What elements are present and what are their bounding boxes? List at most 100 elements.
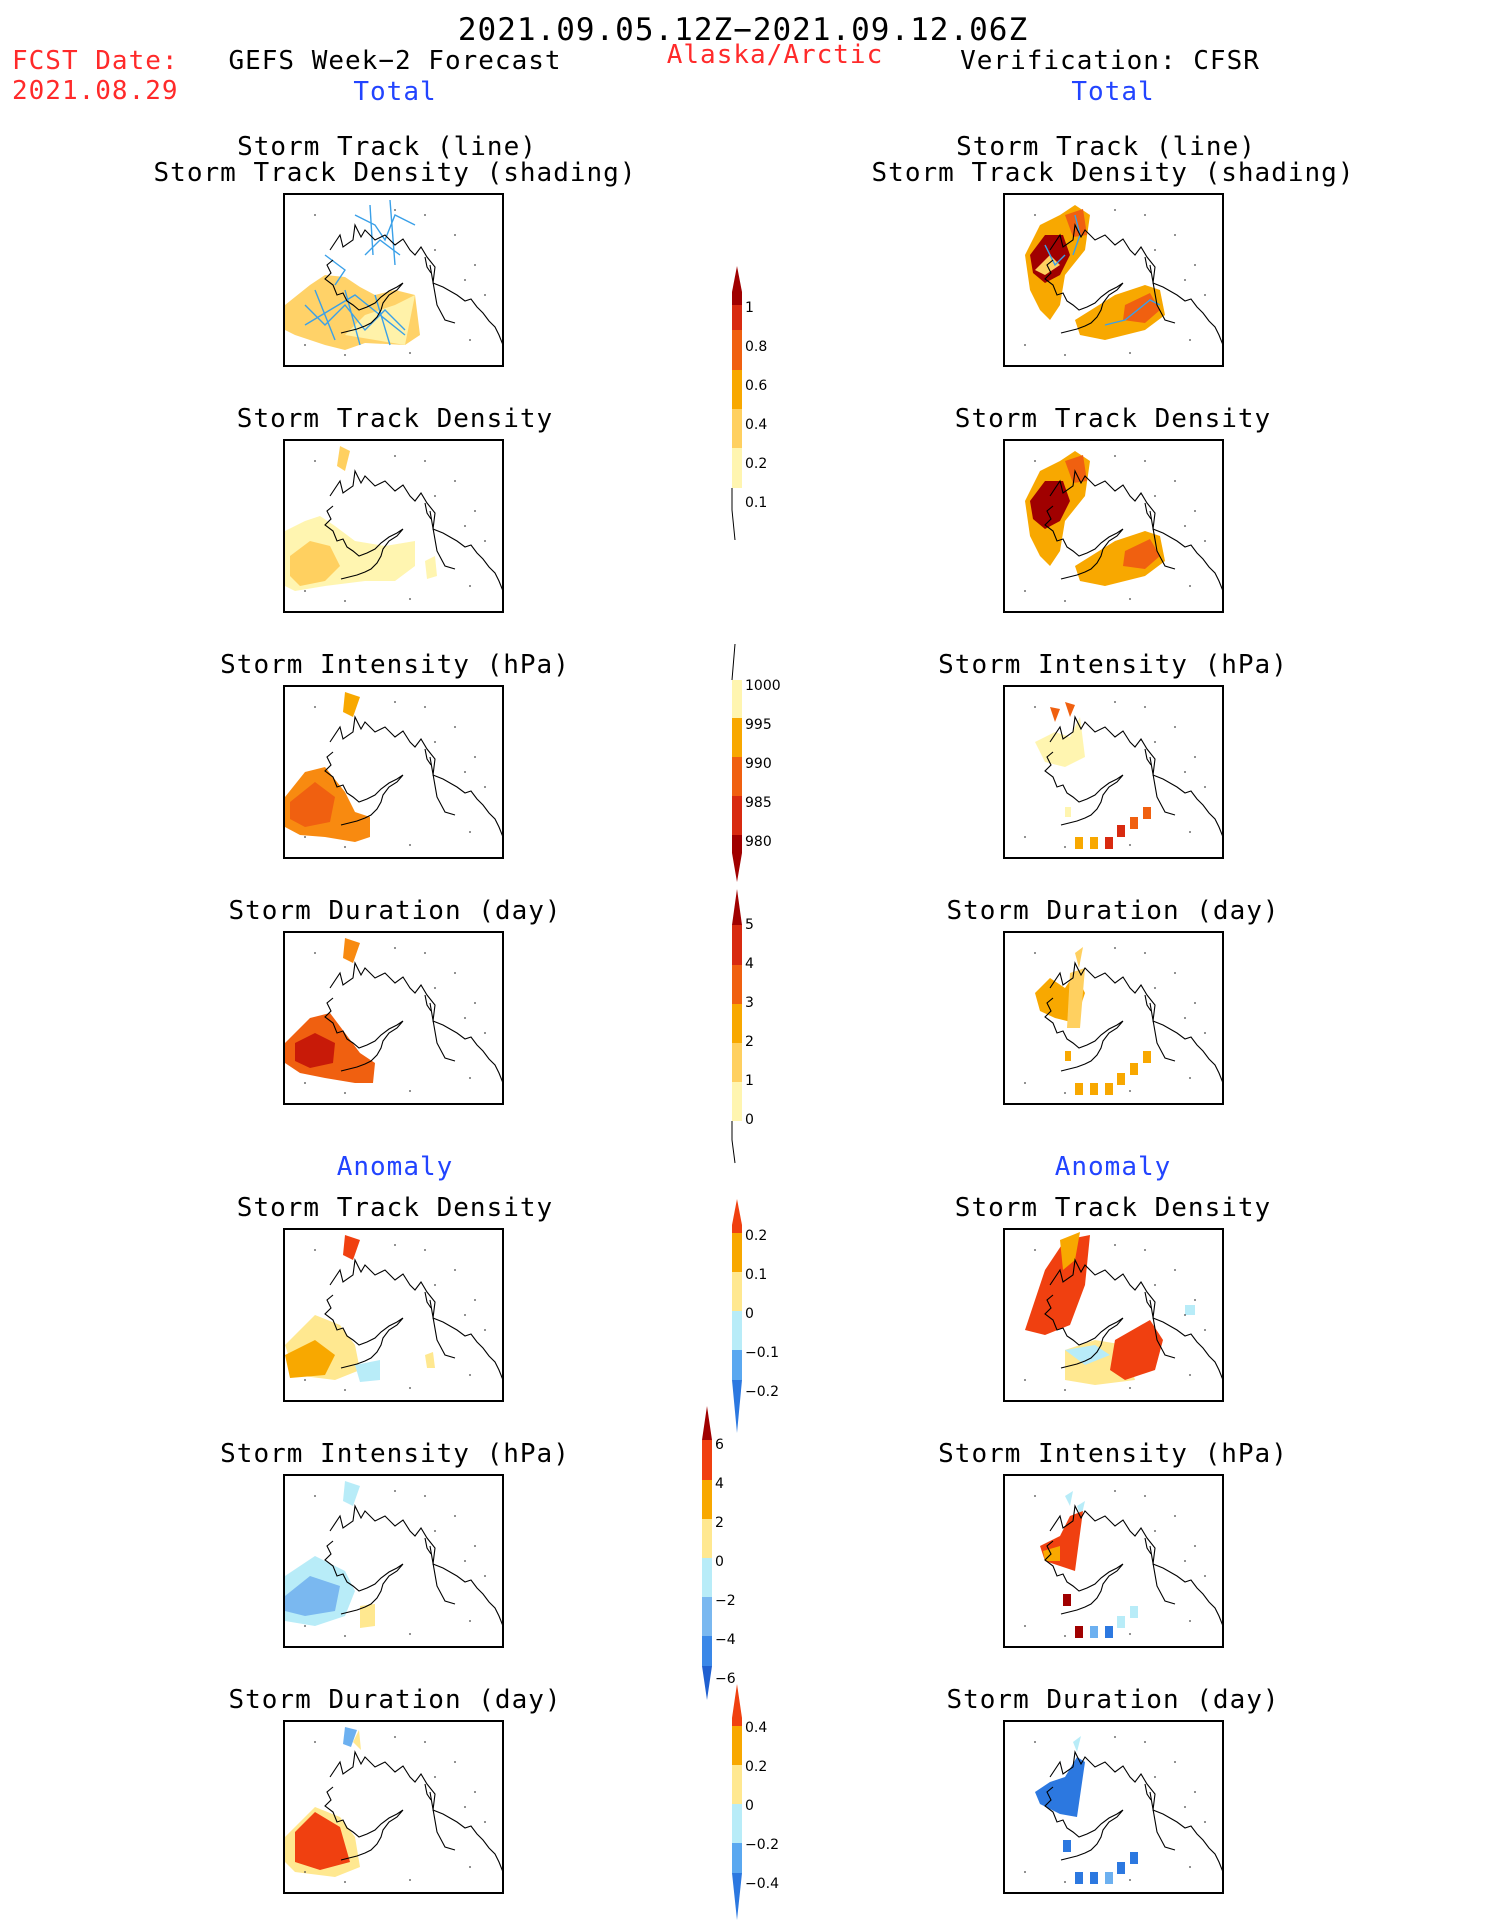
colorbar-swatch bbox=[732, 1843, 742, 1873]
shading bbox=[1035, 1736, 1138, 1884]
colorbar-arrow-top bbox=[702, 1406, 712, 1440]
colorbar-label: −0.2 bbox=[745, 1837, 779, 1853]
colorbar-intensity-anom: 6 4 2 0 −2 −4 −6 bbox=[702, 1406, 736, 1700]
left-anom-density-title: Storm Track Density bbox=[236, 1193, 554, 1223]
colorbar-arrow-bottom bbox=[732, 853, 742, 882]
coastline bbox=[1044, 1504, 1222, 1625]
shading bbox=[285, 692, 370, 842]
colorbar-duration-total: 5 4 3 2 1 0 bbox=[731, 889, 754, 1164]
right-anomaly-label: Anomaly bbox=[1054, 1152, 1172, 1182]
colorbar-swatch bbox=[732, 1804, 742, 1843]
colorbar-density-anom: 0.2 0.1 0 −0.1 −0.2 bbox=[732, 1199, 779, 1433]
colorbar-swatch bbox=[732, 925, 742, 965]
map-svg bbox=[285, 938, 502, 1094]
colorbar-label: −0.2 bbox=[745, 1384, 779, 1400]
shading bbox=[1040, 1491, 1138, 1638]
shading bbox=[1025, 1232, 1195, 1385]
colorbar-label: 0.1 bbox=[745, 495, 767, 511]
left-anom-duration-title: Storm Duration (day) bbox=[228, 1685, 562, 1715]
colorbar-label: −0.4 bbox=[745, 1876, 779, 1892]
colorbar-swatch bbox=[732, 796, 742, 835]
map-right-anom-intensity bbox=[1003, 1474, 1224, 1648]
colorbar-swatch bbox=[702, 1597, 712, 1636]
colorbar-swatch bbox=[732, 370, 742, 409]
colorbar-swatch bbox=[732, 1233, 742, 1272]
colorbar-arrow-bottom bbox=[702, 1666, 712, 1700]
colorbar-density-total: 1 0.8 0.6 0.4 0.2 0.1 bbox=[731, 266, 767, 541]
coastline bbox=[324, 715, 502, 836]
map-left-density bbox=[283, 439, 504, 613]
map-right-anom-duration bbox=[1003, 1720, 1224, 1894]
colorbar-label: 0.4 bbox=[745, 417, 767, 433]
colorbar-label: 2 bbox=[745, 1034, 754, 1050]
coastline bbox=[1044, 469, 1222, 590]
right-total-label: Total bbox=[1071, 77, 1155, 107]
colorbar-label: 1 bbox=[745, 1073, 754, 1089]
coastline bbox=[324, 1504, 502, 1625]
colorbar-arrow-top bbox=[732, 1199, 742, 1225]
colorbar-label: 0.1 bbox=[745, 1267, 767, 1283]
colorbar-label: 0.2 bbox=[745, 456, 767, 472]
graticule-dots bbox=[1024, 947, 1206, 1094]
colorbar-swatch bbox=[732, 1082, 742, 1121]
graticule-dots bbox=[304, 209, 486, 356]
map-right-track bbox=[1003, 193, 1224, 367]
colorbar-label: 1000 bbox=[745, 678, 781, 694]
shading bbox=[1025, 451, 1165, 586]
coastline bbox=[1044, 1750, 1222, 1871]
region-label: Alaska/Arctic bbox=[666, 40, 884, 70]
colorbar-label: −2 bbox=[715, 1593, 736, 1609]
colorbar-label: 995 bbox=[745, 717, 772, 733]
graticule-dots bbox=[304, 1736, 486, 1883]
coastline bbox=[324, 223, 502, 344]
colorbar-swatch bbox=[732, 1350, 742, 1380]
map-svg bbox=[1024, 451, 1222, 602]
shading bbox=[285, 1235, 435, 1382]
left-anom-intensity-title: Storm Intensity (hPa) bbox=[220, 1439, 570, 1469]
colorbar-swatch bbox=[732, 1311, 742, 1350]
left-track-line-title: Storm Track (line) bbox=[237, 132, 537, 162]
graticule-dots bbox=[1024, 701, 1206, 848]
colorbar-arrow-top bbox=[732, 889, 742, 925]
colorbar-swatch bbox=[732, 680, 742, 718]
right-duration-title: Storm Duration (day) bbox=[946, 896, 1280, 926]
colorbar-swatch bbox=[702, 1519, 712, 1558]
right-track-shading-title: Storm Track Density (shading) bbox=[871, 158, 1355, 188]
colorbar-intensity-total: 1000 995 990 985 980 bbox=[731, 643, 781, 882]
map-left-anom-density bbox=[283, 1228, 504, 1402]
map-svg bbox=[1024, 205, 1222, 356]
map-svg bbox=[1024, 1736, 1222, 1884]
colorbar-label: 0.2 bbox=[745, 1228, 767, 1244]
right-anom-duration-title: Storm Duration (day) bbox=[946, 1685, 1280, 1715]
shading bbox=[285, 446, 437, 591]
colorbar-label: 0.8 bbox=[745, 339, 767, 355]
colorbar-swatch bbox=[732, 835, 742, 853]
graticule-dots bbox=[1024, 1490, 1206, 1637]
colorbar-swatch bbox=[702, 1636, 712, 1666]
right-intensity-title: Storm Intensity (hPa) bbox=[938, 650, 1288, 680]
colorbar-swatch bbox=[732, 1043, 742, 1082]
shading bbox=[1035, 947, 1151, 1095]
shading bbox=[1035, 702, 1151, 849]
colorbar-swatch bbox=[732, 1718, 742, 1726]
left-total-label: Total bbox=[353, 77, 437, 107]
map-svg bbox=[285, 199, 502, 356]
map-svg bbox=[285, 1235, 502, 1391]
map-left-duration bbox=[283, 931, 504, 1105]
colorbar-swatch bbox=[702, 1440, 712, 1480]
coastline bbox=[1044, 223, 1222, 344]
graticule-dots bbox=[1024, 209, 1206, 356]
colorbar-bottom-line bbox=[731, 488, 736, 541]
left-density-title: Storm Track Density bbox=[236, 404, 554, 434]
map-svg bbox=[285, 692, 502, 848]
coastline bbox=[324, 1258, 502, 1379]
map-svg bbox=[285, 1481, 502, 1637]
colorbar-duration-anom: 0.4 0.2 0 −0.2 −0.4 bbox=[732, 1684, 779, 1920]
map-left-track bbox=[283, 193, 504, 367]
colorbar-label: 2 bbox=[715, 1515, 724, 1531]
graticule-dots bbox=[1024, 1736, 1206, 1883]
colorbar-swatch bbox=[732, 1272, 742, 1311]
colorbar-label: 0.6 bbox=[745, 378, 767, 394]
graticule-dots bbox=[304, 1244, 486, 1391]
colorbar-swatch bbox=[732, 1225, 742, 1233]
